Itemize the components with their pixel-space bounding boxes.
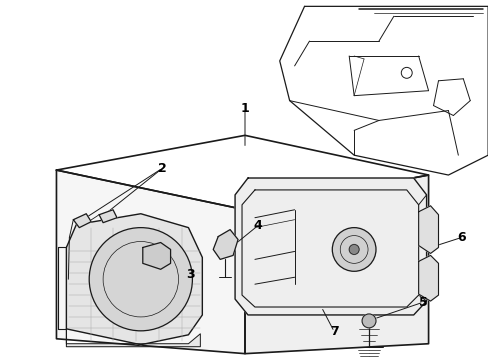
Text: 7: 7 <box>330 325 339 338</box>
Circle shape <box>401 67 412 78</box>
Text: 1: 1 <box>241 102 249 115</box>
Polygon shape <box>213 230 238 260</box>
Polygon shape <box>66 329 200 347</box>
Polygon shape <box>418 206 439 253</box>
Circle shape <box>89 228 193 331</box>
Circle shape <box>362 314 376 328</box>
Polygon shape <box>418 255 439 301</box>
Polygon shape <box>99 210 117 223</box>
Polygon shape <box>66 214 202 345</box>
Text: 4: 4 <box>253 219 262 232</box>
Polygon shape <box>74 214 91 228</box>
Circle shape <box>349 244 359 255</box>
Polygon shape <box>235 178 427 315</box>
Text: 2: 2 <box>158 162 167 175</box>
Text: 6: 6 <box>457 231 465 244</box>
Text: 3: 3 <box>186 268 195 281</box>
Polygon shape <box>245 175 429 354</box>
Polygon shape <box>56 170 245 354</box>
Polygon shape <box>143 243 171 269</box>
Circle shape <box>332 228 376 271</box>
Text: 5: 5 <box>419 296 428 309</box>
